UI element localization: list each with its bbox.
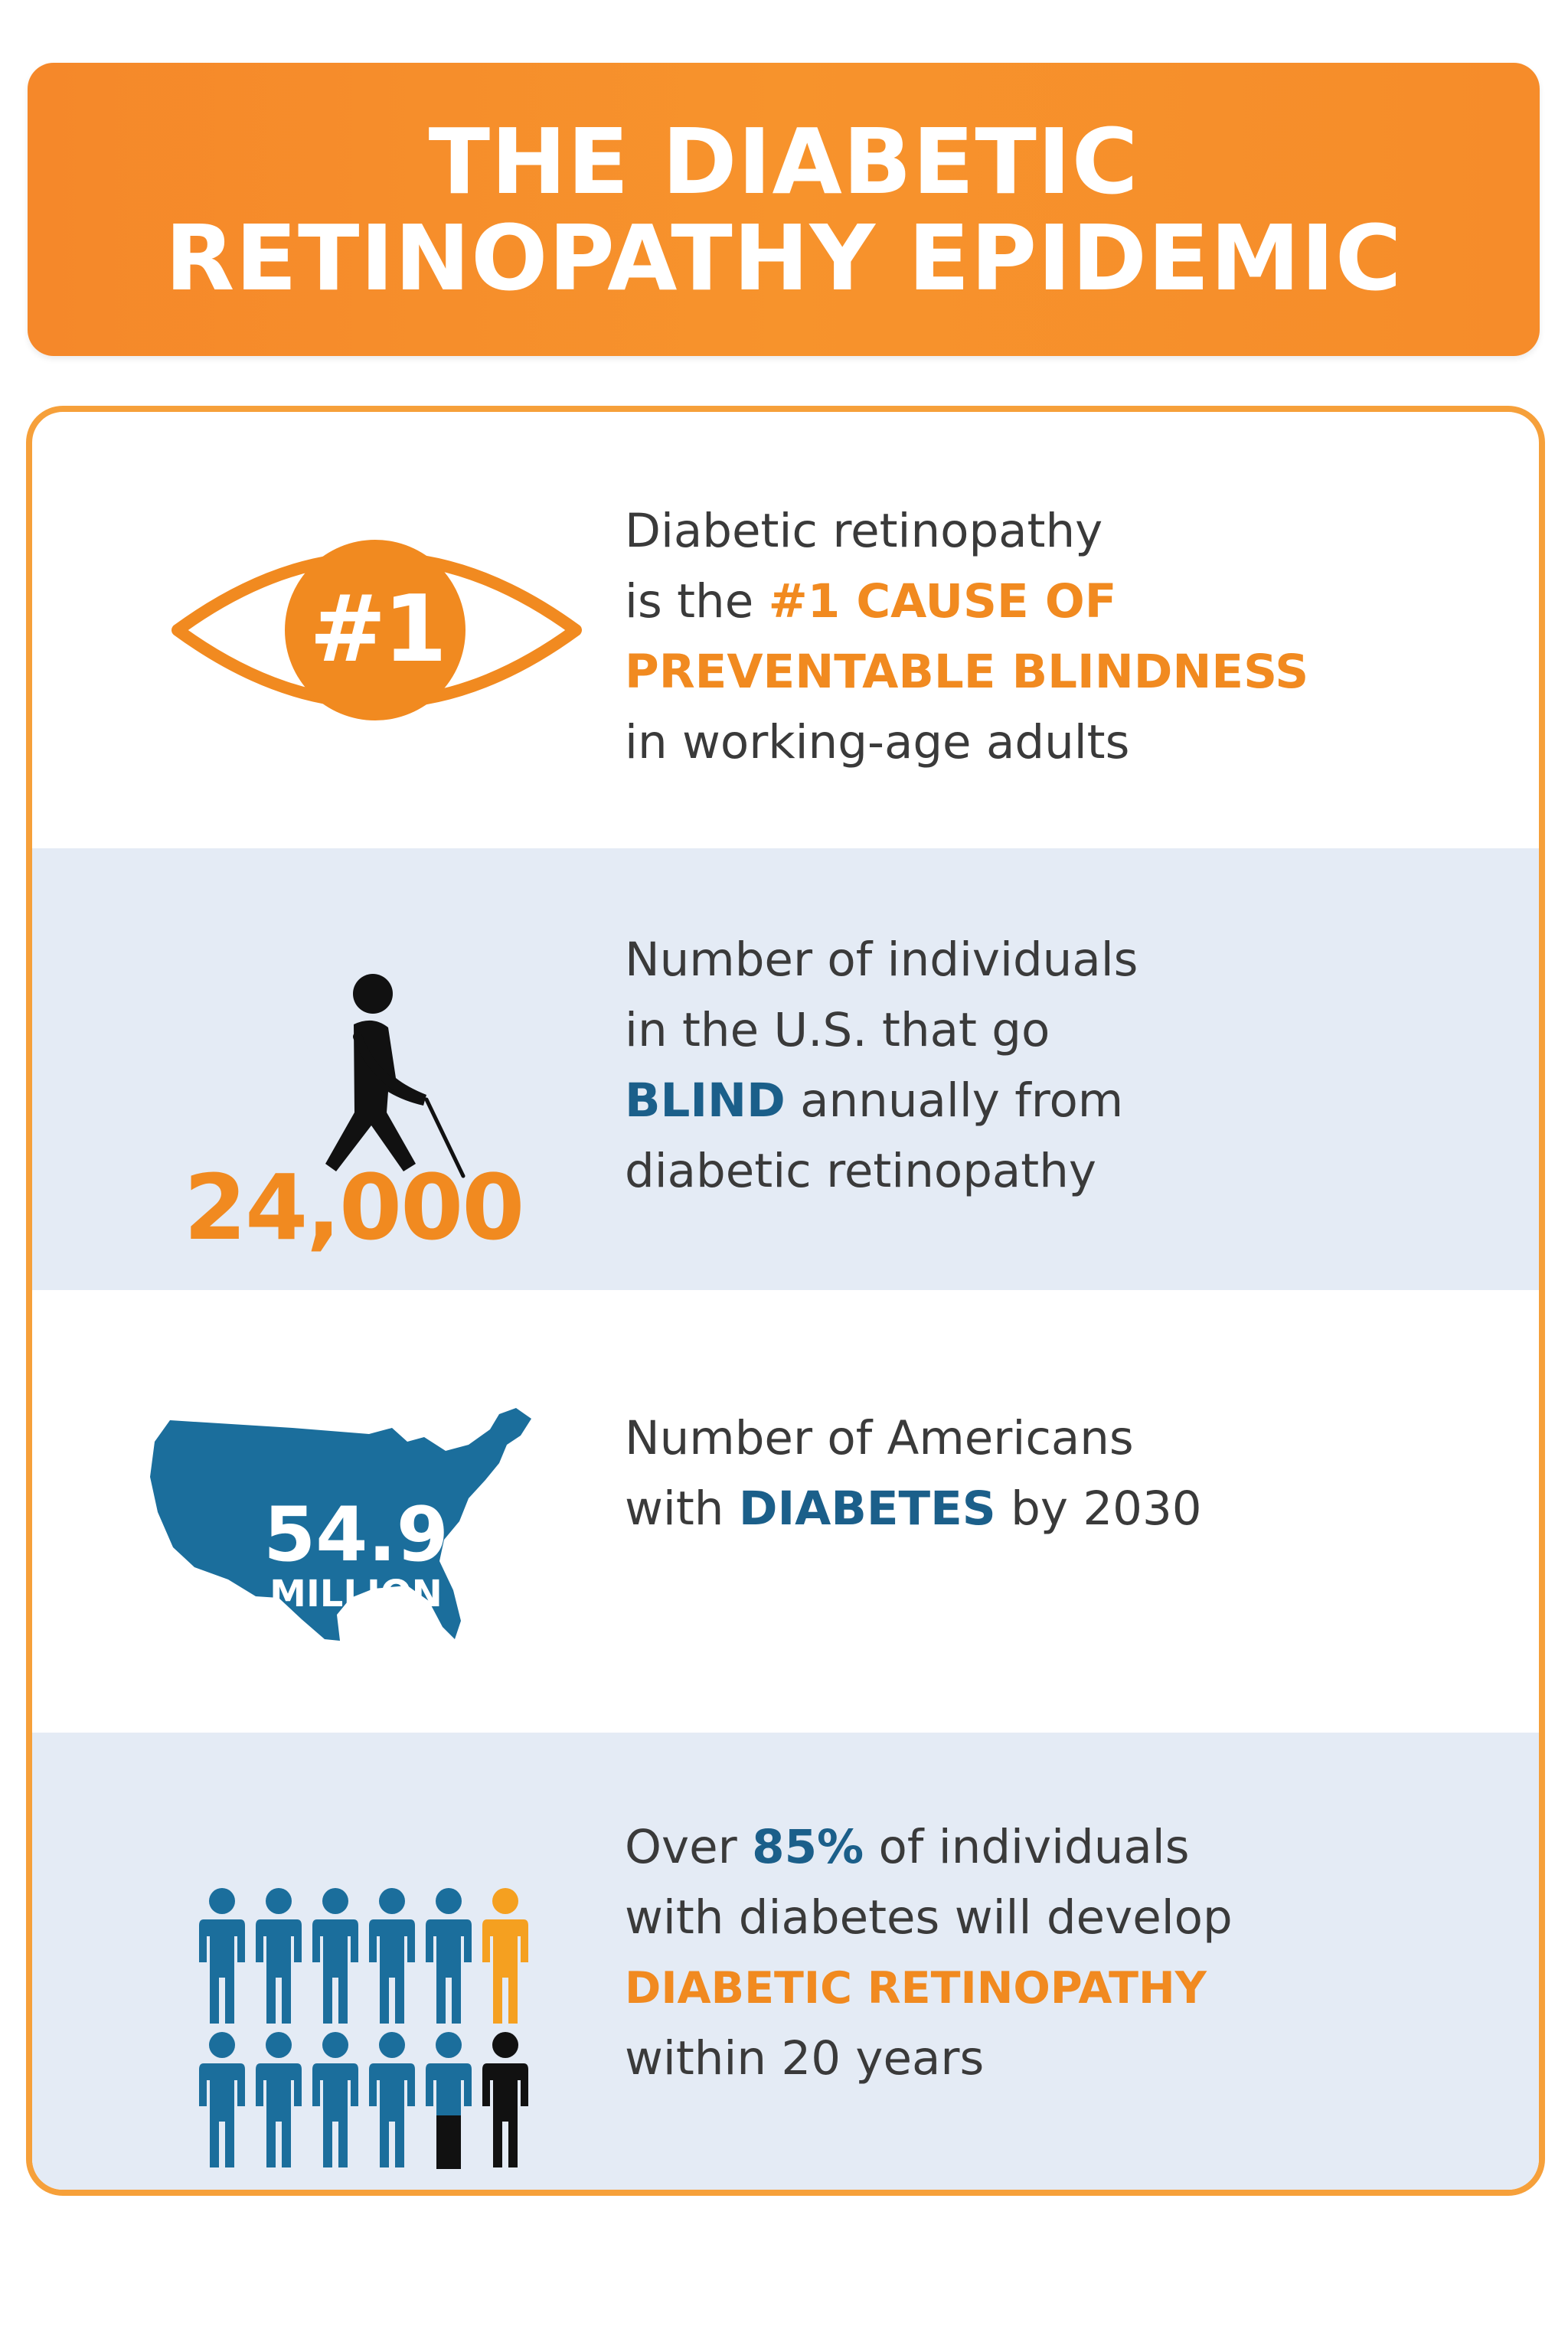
- stat-text-retinopathy: Over 85% of individuals with diabetes wi…: [625, 1812, 1505, 2094]
- title-banner: THE DIABETIC RETINOPATHY EPIDEMIC: [28, 63, 1540, 356]
- title-line-2: RETINOPATHY EPIDEMIC: [165, 204, 1403, 311]
- stat-line-part: Over: [625, 1820, 753, 1874]
- highlight-blindness: PREVENTABLE BLINDNESS: [625, 645, 1309, 699]
- stat-line: with DIABETES by 2030: [625, 1474, 1505, 1544]
- highlight-percent: 85%: [752, 1820, 864, 1874]
- stat-line: Diabetic retinopathy: [625, 504, 1103, 558]
- stat-line: with diabetes will develop: [625, 1890, 1233, 1945]
- stat-line: in working-age adults: [625, 715, 1130, 769]
- person-icon: [256, 2032, 302, 2167]
- person-icon: [426, 1888, 472, 2024]
- stat-text-blind: Number of individuals in the U.S. that g…: [625, 925, 1505, 1207]
- blind-count: 24,000: [184, 1155, 524, 1260]
- stat-line: is the #1 CAUSE OF: [625, 567, 1505, 637]
- stat-line-part: by 2030: [995, 1481, 1202, 1536]
- highlight-blind: BLIND: [625, 1073, 786, 1128]
- stat-line: Number of individuals: [625, 933, 1138, 987]
- rank-badge: #1: [309, 577, 447, 683]
- person-icon: [199, 1888, 245, 2024]
- stat-section-diabetes: 54.9 MILLION Number of Americans with DI…: [32, 1290, 1539, 1733]
- stat-line-part: is the: [625, 574, 769, 629]
- person-icon: [312, 1888, 358, 2024]
- usa-map-icon: [150, 1408, 531, 1641]
- stat-line: BLIND annually from: [625, 1066, 1505, 1136]
- person-icon: [256, 1888, 302, 2024]
- person-icon: [312, 2032, 358, 2167]
- person-icon: [426, 2032, 472, 2169]
- stats-card: #1 Diabetic retinopathy is the #1 CAUSE …: [26, 406, 1545, 2196]
- stat-text-cause: Diabetic retinopathy is the #1 CAUSE OF …: [625, 496, 1505, 778]
- diabetes-count: 54.9: [263, 1491, 449, 1579]
- stat-section-blind: 24,000 Number of individuals in the U.S.…: [32, 848, 1539, 1290]
- stat-line: in the U.S. that go: [625, 1003, 1050, 1057]
- stat-line: Number of Americans: [625, 1411, 1134, 1465]
- person-icon: [482, 2032, 528, 2167]
- person-icon: [482, 1888, 528, 2024]
- person-icon: [369, 1888, 415, 2024]
- stat-line: Over 85% of individuals: [625, 1812, 1505, 1883]
- stat-section-cause: #1 Diabetic retinopathy is the #1 CAUSE …: [32, 412, 1539, 848]
- person-icon: [369, 2032, 415, 2167]
- highlight-cause: #1 CAUSE OF: [768, 574, 1117, 629]
- stat-line-part: with: [625, 1481, 739, 1536]
- diabetes-count-unit: MILLION: [270, 1573, 443, 1615]
- stat-line-part: of individuals: [864, 1820, 1190, 1874]
- stat-line: diabetic retinopathy: [625, 1144, 1096, 1198]
- highlight-retinopathy: DIABETIC RETINOPATHY: [625, 1963, 1207, 2014]
- highlight-diabetes: DIABETES: [738, 1481, 996, 1536]
- stat-text-diabetes: Number of Americans with DIABETES by 203…: [625, 1403, 1505, 1544]
- people-group-icon: [199, 1888, 528, 2169]
- stat-line: within 20 years: [625, 2031, 985, 2086]
- eye-icon: [172, 540, 582, 720]
- stat-section-retinopathy: Over 85% of individuals with diabetes wi…: [32, 1733, 1539, 2190]
- stat-line-part: annually from: [785, 1073, 1124, 1128]
- blind-person-with-cane-icon: [325, 974, 466, 1178]
- person-icon: [199, 2032, 245, 2167]
- title-line-1: THE DIABETIC: [428, 108, 1139, 214]
